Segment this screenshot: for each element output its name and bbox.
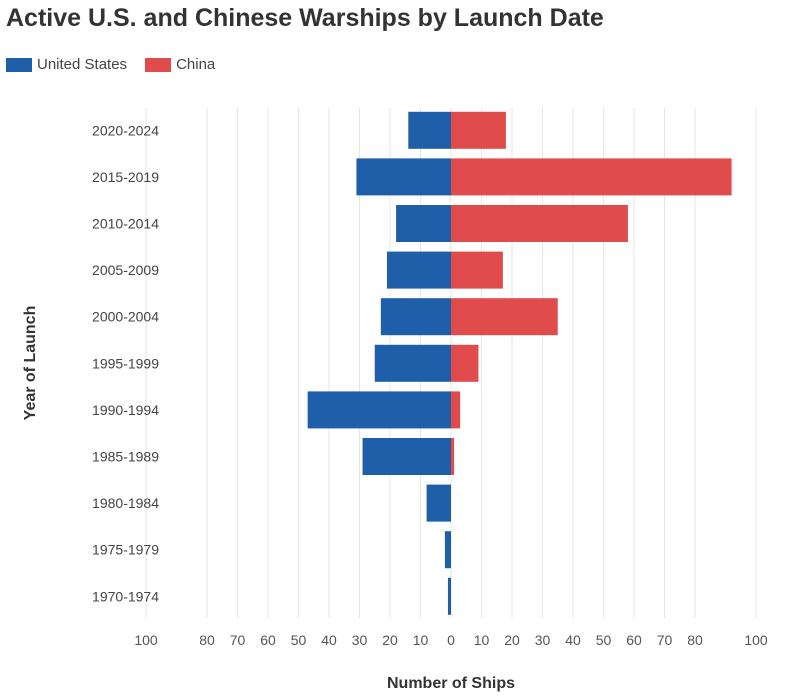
legend-label-china: China	[176, 56, 216, 73]
bar-china	[451, 158, 732, 196]
x-tick-label: 0	[447, 632, 455, 648]
bar-us	[447, 577, 451, 615]
bar-us	[408, 111, 451, 149]
y-tick-label: 2020-2024	[92, 122, 159, 138]
bar-us	[362, 438, 451, 475]
bar-china	[451, 391, 461, 429]
legend-item-china: China	[145, 56, 215, 73]
x-tick-label: 10	[413, 632, 429, 648]
x-tick-label: 80	[199, 632, 215, 648]
bar-us	[356, 158, 451, 196]
x-tick-label: 40	[565, 632, 581, 648]
legend-swatch-us	[6, 57, 32, 72]
legend-label-us: United States	[37, 56, 128, 73]
x-tick-label: 60	[626, 632, 642, 648]
legend-swatch-china	[145, 57, 172, 72]
y-tick-label: 2005-2009	[92, 262, 159, 278]
bar-us	[426, 484, 451, 522]
bar-china	[451, 298, 558, 336]
x-tick-label: 100	[744, 632, 768, 648]
y-tick-label: 2010-2014	[92, 216, 159, 232]
x-tick-label: 40	[321, 632, 337, 648]
y-tick-label: 1980-1984	[92, 495, 159, 511]
x-tick-label: 50	[596, 632, 612, 648]
y-tick-label: 1995-1999	[92, 355, 159, 371]
y-tick-label: 2000-2004	[92, 309, 159, 325]
x-tick-label: 80	[687, 632, 703, 648]
x-tick-label: 10	[474, 632, 490, 648]
bar-china	[451, 438, 455, 475]
y-tick-label: 1975-1979	[92, 542, 159, 558]
y-tick-label: 1985-1989	[92, 449, 159, 465]
y-tick-label: 2015-2019	[92, 169, 159, 185]
y-axis-title: Year of Launch	[22, 306, 39, 421]
x-tick-label: 20	[382, 632, 398, 648]
y-tick-label: 1990-1994	[92, 402, 159, 418]
bar-us	[374, 344, 451, 382]
chart-title: Active U.S. and Chinese Warships by Laun…	[6, 4, 604, 32]
x-tick-label: 20	[504, 632, 520, 648]
bar-us	[444, 531, 451, 569]
x-tick-label: 30	[352, 632, 368, 648]
bar-china	[451, 111, 506, 149]
x-tick-label: 50	[291, 632, 307, 648]
bar-us	[396, 205, 451, 242]
x-tick-label: 100	[134, 632, 158, 648]
x-tick-label: 70	[230, 632, 246, 648]
x-tick-label: 60	[260, 632, 276, 648]
y-tick-label: 1970-1974	[92, 588, 159, 604]
bar-us	[307, 391, 451, 429]
bar-china	[451, 344, 479, 382]
bar-us	[380, 298, 451, 336]
bar-china	[451, 251, 503, 289]
legend: United States China	[6, 56, 215, 73]
bar-china	[451, 205, 628, 242]
bar-us	[386, 251, 451, 289]
x-tick-label: 70	[657, 632, 673, 648]
x-tick-label: 30	[535, 632, 551, 648]
x-axis-title: Number of Ships	[387, 675, 515, 692]
legend-item-us: United States	[6, 56, 127, 73]
